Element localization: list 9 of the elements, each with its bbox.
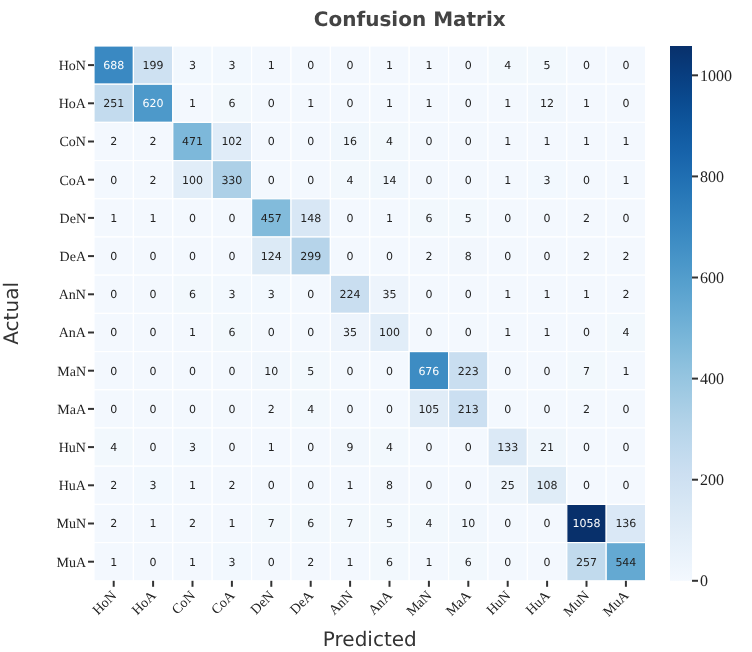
color-bar-label: 800	[700, 168, 724, 187]
color-bar-label: 0	[700, 572, 708, 591]
color-bar-label: 400	[700, 370, 724, 389]
color-bar-label: 200	[700, 471, 724, 490]
color-bar-label: 1000	[700, 66, 732, 85]
y-axis-title: Actual	[2, 282, 24, 345]
x-axis-title: Predicted	[322, 630, 417, 652]
color-bar-label: 600	[700, 269, 724, 288]
chart-title: Confusion Matrix	[313, 10, 507, 32]
